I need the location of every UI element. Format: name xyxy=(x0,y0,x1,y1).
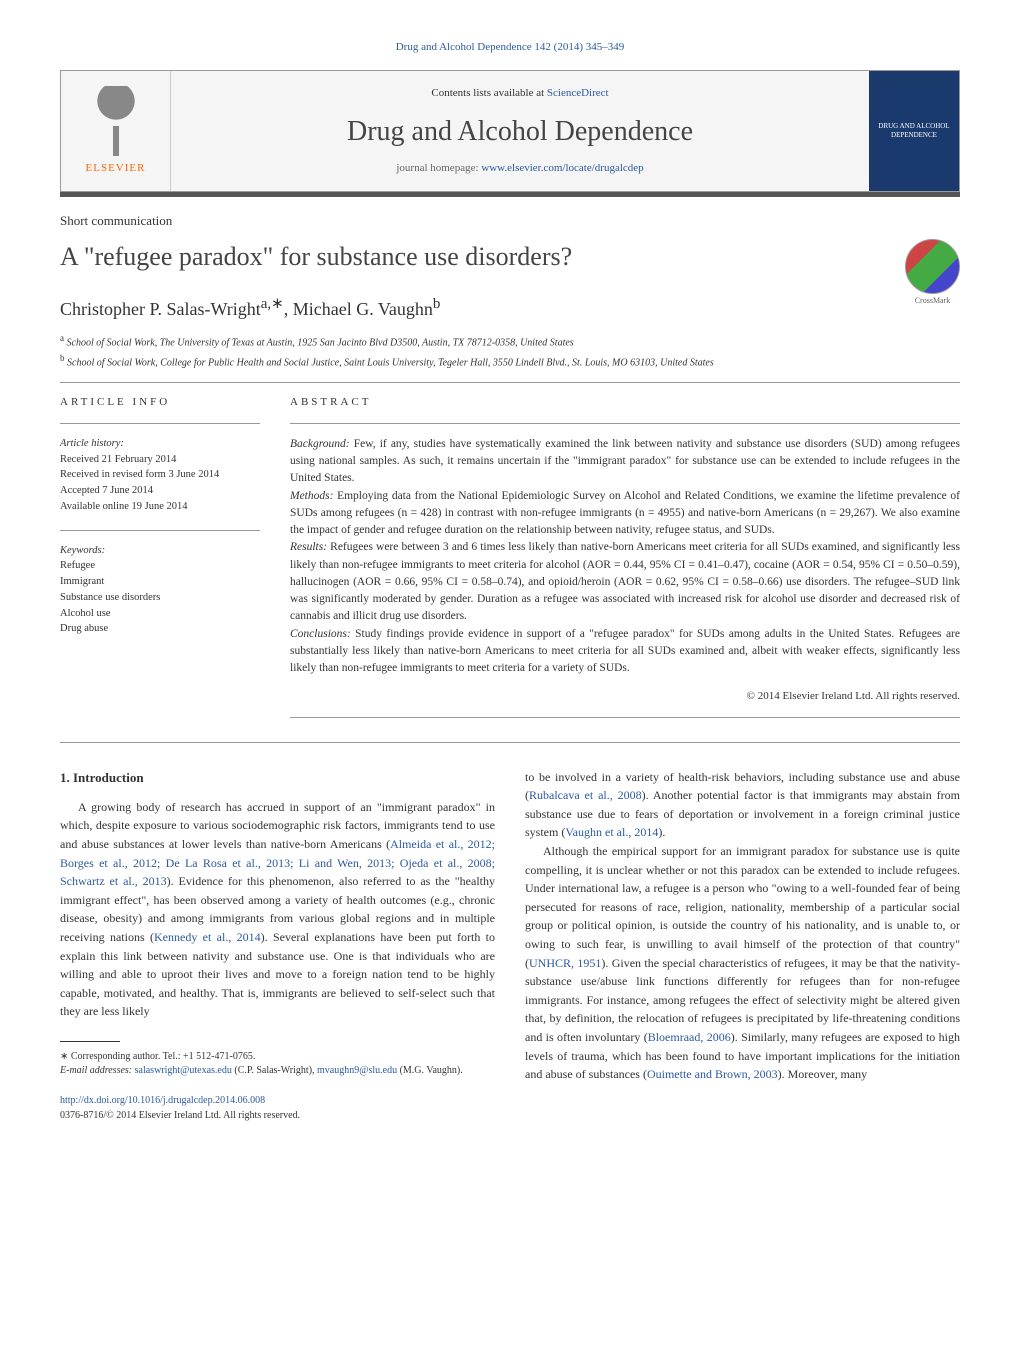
divider xyxy=(290,717,960,718)
sciencedirect-link[interactable]: ScienceDirect xyxy=(547,87,609,99)
author-2-sup: b xyxy=(433,296,441,312)
citation-link[interactable]: Kennedy et al., 2014 xyxy=(154,930,261,944)
abstract-concl-label: Conclusions: xyxy=(290,628,351,640)
author-2: Michael G. Vaughn xyxy=(293,299,433,319)
divider xyxy=(60,530,260,531)
contents-line: Contents lists available at ScienceDirec… xyxy=(181,86,859,101)
elsevier-tree-icon xyxy=(86,86,146,156)
homepage-prefix: journal homepage: xyxy=(396,162,481,174)
cover-text: DRUG AND ALCOHOL DEPENDENCE xyxy=(874,122,954,142)
issn-line: 0376-8716/© 2014 Elsevier Ireland Ltd. A… xyxy=(60,1108,495,1124)
journal-banner: ELSEVIER Contents lists available at Sci… xyxy=(60,70,960,192)
homepage-line: journal homepage: www.elsevier.com/locat… xyxy=(181,161,859,176)
article-type: Short communication xyxy=(60,212,960,230)
body-paragraph: Although the empirical support for an im… xyxy=(525,842,960,1084)
journal-name: Drug and Alcohol Dependence xyxy=(181,112,859,151)
publisher-logo: ELSEVIER xyxy=(61,71,171,191)
email-name: (M.G. Vaughn). xyxy=(397,1065,463,1076)
author-sep: , xyxy=(284,299,293,319)
header-citation: Drug and Alcohol Dependence 142 (2014) 3… xyxy=(60,40,960,55)
abstract-concl: Study findings provide evidence in suppo… xyxy=(290,628,960,675)
publisher-name: ELSEVIER xyxy=(86,161,146,176)
authors: Christopher P. Salas-Wrighta,∗, Michael … xyxy=(60,294,960,322)
keywords-label: Keywords: xyxy=(60,543,260,559)
journal-cover: DRUG AND ALCOHOL DEPENDENCE xyxy=(869,71,959,191)
author-1: Christopher P. Salas-Wright xyxy=(60,299,261,319)
footnote-divider xyxy=(60,1041,120,1042)
keyword: Refugee xyxy=(60,560,95,571)
email-name: (C.P. Salas-Wright), xyxy=(232,1065,317,1076)
body-paragraph: to be involved in a variety of health-ri… xyxy=(525,768,960,842)
citation-link[interactable]: Ouimette and Brown, 2003 xyxy=(647,1067,778,1081)
abstract-results-label: Results: xyxy=(290,541,327,553)
corr-author-line: ∗ Corresponding author. Tel.: +1 512-471… xyxy=(60,1050,495,1064)
accepted-date: Accepted 7 June 2014 xyxy=(60,485,153,496)
keyword: Alcohol use xyxy=(60,608,110,619)
author-1-sup: a,∗ xyxy=(261,296,284,312)
keyword: Drug abuse xyxy=(60,623,108,634)
keywords: Keywords: Refugee Immigrant Substance us… xyxy=(60,543,260,638)
email-link[interactable]: mvaughn9@slu.edu xyxy=(317,1065,397,1076)
citation-link[interactable]: Bloemraad, 2006 xyxy=(648,1030,731,1044)
citation-link[interactable]: UNHCR, 1951 xyxy=(529,956,601,970)
abstract-methods: Employing data from the National Epidemi… xyxy=(290,490,960,537)
keyword: Immigrant xyxy=(60,576,104,587)
body-column-right: to be involved in a variety of health-ri… xyxy=(525,768,960,1124)
abstract-results: Refugees were between 3 and 6 times less… xyxy=(290,541,960,622)
article-title: A "refugee paradox" for substance use di… xyxy=(60,239,885,275)
copyright: © 2014 Elsevier Ireland Ltd. All rights … xyxy=(290,689,960,704)
history-label: Article history: xyxy=(60,436,260,452)
doi-block: http://dx.doi.org/10.1016/j.drugalcdep.2… xyxy=(60,1093,495,1124)
abstract-head: abstract xyxy=(290,395,960,410)
affiliation-a: a School of Social Work, The University … xyxy=(60,332,960,350)
online-date: Available online 19 June 2014 xyxy=(60,501,188,512)
doi-link[interactable]: http://dx.doi.org/10.1016/j.drugalcdep.2… xyxy=(60,1093,495,1109)
divider xyxy=(60,423,260,424)
email-link[interactable]: salaswright@utexas.edu xyxy=(135,1065,232,1076)
citation-link[interactable]: Vaughn et al., 2014 xyxy=(565,825,658,839)
abstract-bg: Few, if any, studies have systematically… xyxy=(290,438,960,485)
affiliation-b: b School of Social Work, College for Pub… xyxy=(60,352,960,370)
keyword: Substance use disorders xyxy=(60,592,160,603)
corresponding-author: ∗ Corresponding author. Tel.: +1 512-471… xyxy=(60,1050,495,1078)
citation-link[interactable]: Rubalcava et al., 2008 xyxy=(529,788,642,802)
article-info-head: article info xyxy=(60,395,260,410)
article-history: Article history: Received 21 February 20… xyxy=(60,436,260,515)
divider xyxy=(290,423,960,424)
body-paragraph: A growing body of research has accrued i… xyxy=(60,798,495,1021)
received-date: Received 21 February 2014 xyxy=(60,454,176,465)
abstract-methods-label: Methods: xyxy=(290,490,333,502)
divider xyxy=(60,382,960,383)
email-label: E-mail addresses: xyxy=(60,1065,135,1076)
contents-prefix: Contents lists available at xyxy=(431,87,546,99)
crossmark-icon[interactable] xyxy=(905,239,960,294)
revised-date: Received in revised form 3 June 2014 xyxy=(60,469,219,480)
abstract-text: Background: Few, if any, studies have sy… xyxy=(290,436,960,678)
divider xyxy=(60,742,960,743)
intro-heading: 1. Introduction xyxy=(60,768,495,788)
divider-bar xyxy=(60,192,960,197)
homepage-link[interactable]: www.elsevier.com/locate/drugalcdep xyxy=(481,162,643,174)
abstract-bg-label: Background: xyxy=(290,438,350,450)
body-column-left: 1. Introduction A growing body of resear… xyxy=(60,768,495,1124)
